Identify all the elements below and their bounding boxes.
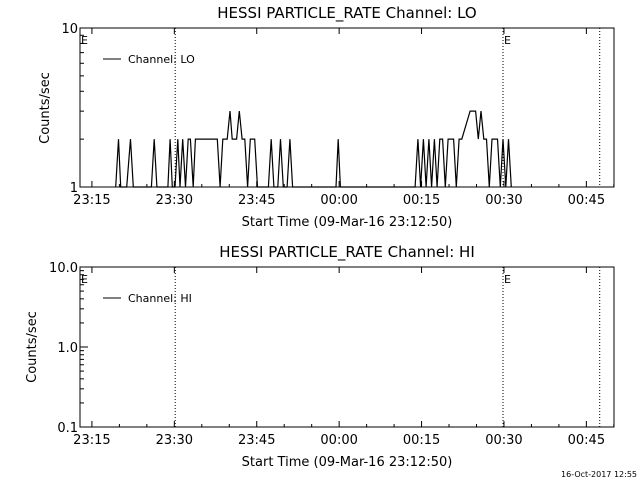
x-tick-label: 00:30 (485, 433, 522, 448)
y-tick-label: 0.1 (57, 421, 78, 436)
hi-plot-frame (79, 266, 615, 428)
x-tick-label: 00:15 (403, 433, 440, 448)
lo-legend-label: Channel: LO (128, 53, 195, 66)
x-tick-label: 00:15 (403, 193, 440, 208)
x-tick-label: 23:45 (238, 433, 275, 448)
hi-x-axis-label: Start Time (09-Mar-16 23:12:50) (242, 455, 453, 470)
x-tick-label: 00:30 (485, 193, 522, 208)
x-tick-label: 00:45 (568, 433, 605, 448)
lo-y-ticks: 1 10 (61, 22, 88, 196)
hi-x-ticks: 23:15 23:30 23:45 00:00 00:15 00:30 00:45 (73, 267, 615, 448)
x-tick-label: 23:15 (73, 193, 110, 208)
y-tick-label: 1.0 (57, 341, 78, 356)
event-marker-label: E (81, 273, 88, 286)
event-marker-label: E (504, 273, 511, 286)
event-marker-label: E (81, 34, 88, 47)
hi-chart-title: HESSI PARTICLE_RATE Channel: HI (219, 243, 475, 262)
x-tick-label: 23:15 (73, 433, 110, 448)
x-tick-label: 00:00 (320, 433, 357, 448)
lo-channel-panel: HESSI PARTICLE_RATE Channel: LO Counts/s… (38, 4, 615, 230)
hi-legend-label: Channel: HI (128, 292, 192, 305)
lo-y-axis-label: Counts/sec (38, 72, 53, 144)
lo-x-axis-label: Start Time (09-Mar-16 23:12:50) (242, 215, 453, 230)
footer-timestamp: 16-Oct-2017 12:55 (561, 470, 637, 479)
hi-channel-panel: HESSI PARTICLE_RATE Channel: HI Counts/s… (25, 243, 615, 470)
x-tick-label: 23:30 (156, 433, 193, 448)
y-tick-label: 10 (61, 22, 78, 37)
lo-series (115, 110, 512, 188)
lo-plot-frame (79, 27, 615, 188)
event-marker-label: E (504, 34, 511, 47)
x-tick-label: 23:30 (156, 193, 193, 208)
x-tick-label: 00:00 (320, 193, 357, 208)
x-tick-label: 00:45 (568, 193, 605, 208)
y-tick-label: 10.0 (49, 261, 78, 276)
y-tick-label: 1 (70, 181, 78, 196)
lo-chart-title: HESSI PARTICLE_RATE Channel: LO (217, 4, 476, 23)
series-line (115, 110, 512, 188)
x-tick-label: 23:45 (238, 193, 275, 208)
hi-y-ticks: 0.1 1.0 10.0 (49, 261, 88, 436)
hi-y-axis-label: Counts/sec (25, 311, 40, 383)
